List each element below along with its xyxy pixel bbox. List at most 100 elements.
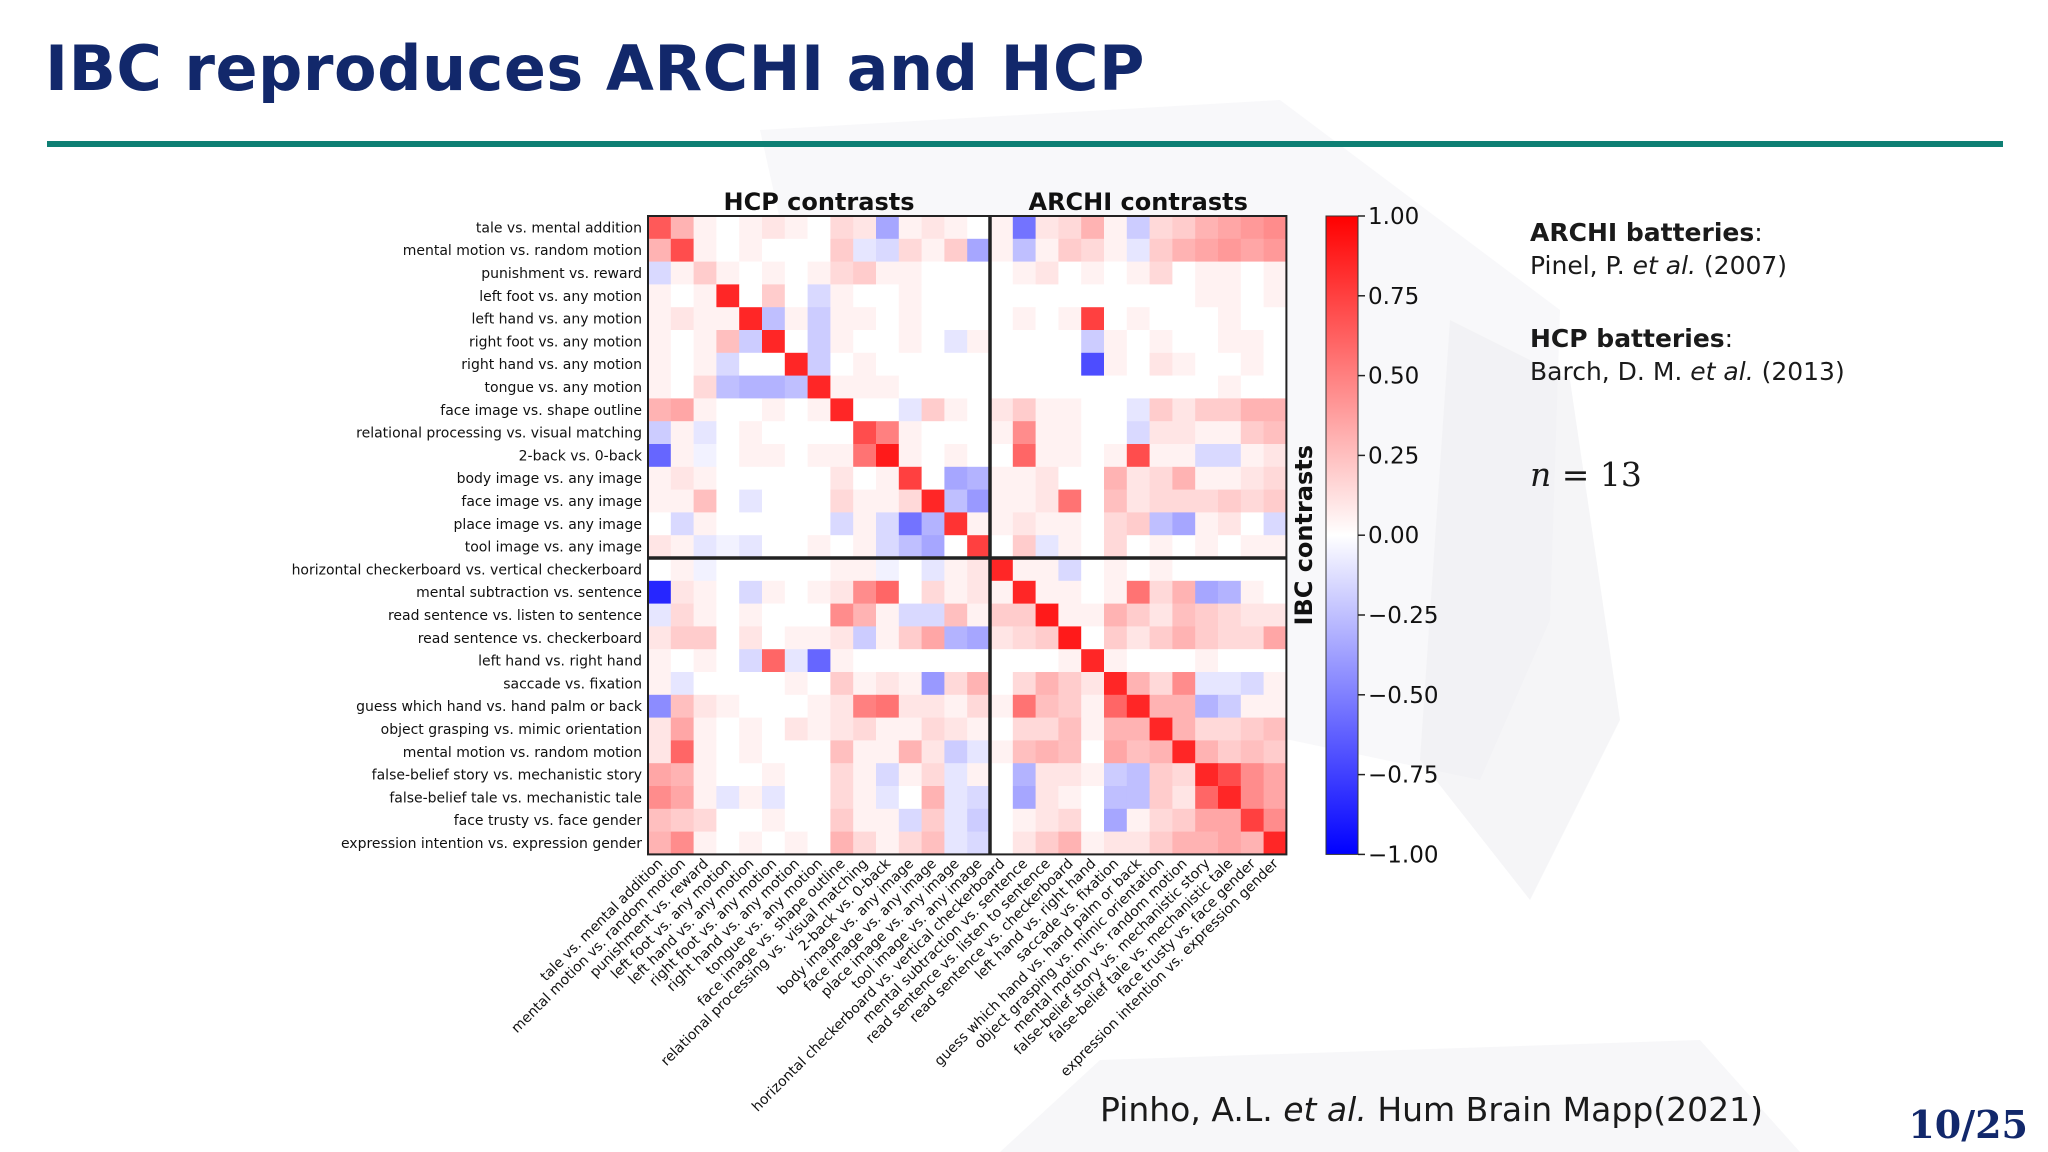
heatmap-cell xyxy=(1172,831,1196,855)
heatmap-cell xyxy=(876,626,900,650)
heatmap-cell xyxy=(1104,649,1128,673)
heatmap-cell xyxy=(830,421,854,445)
heatmap-cell xyxy=(1104,786,1128,810)
heatmap-cell xyxy=(1104,307,1128,331)
heatmap-cell xyxy=(1058,717,1082,741)
heatmap-cell xyxy=(1172,535,1196,559)
heatmap-cell xyxy=(830,558,854,582)
heatmap-cells xyxy=(648,216,1287,855)
heatmap-cell xyxy=(1218,786,1242,810)
heatmap-cell xyxy=(807,672,831,696)
heatmap-cell xyxy=(967,284,991,308)
heatmap-cell xyxy=(990,694,1014,718)
heatmap-cell xyxy=(1218,512,1242,536)
heatmap-cell xyxy=(921,717,945,741)
heatmap-cell xyxy=(1035,580,1059,604)
heatmap-cell xyxy=(1058,330,1082,354)
heatmap-cell xyxy=(1104,216,1128,240)
heatmap-cell xyxy=(1172,672,1196,696)
heatmap-cell xyxy=(830,330,854,354)
heatmap-cell xyxy=(853,216,877,240)
hcp-author: Barch, D. M. xyxy=(1530,357,1691,386)
heatmap-cell xyxy=(739,717,763,741)
heatmap-cell xyxy=(1218,808,1242,832)
ibc-group-title: IBC contrasts xyxy=(1290,445,1318,626)
heatmap-cell xyxy=(1058,421,1082,445)
heatmap-cell xyxy=(716,717,740,741)
heatmap-cell xyxy=(967,398,991,422)
heatmap-cell xyxy=(1012,421,1036,445)
heatmap-cell xyxy=(853,786,877,810)
heatmap-cell xyxy=(807,489,831,513)
citation-author: Pinho, A.L. xyxy=(1100,1090,1284,1129)
heatmap-cell xyxy=(944,489,968,513)
heatmap-cell xyxy=(1172,763,1196,787)
heatmap-cell xyxy=(921,558,945,582)
heatmap-cell xyxy=(807,352,831,376)
heatmap-cell xyxy=(967,580,991,604)
heatmap-cell xyxy=(1058,580,1082,604)
heatmap-cell xyxy=(967,375,991,399)
heatmap-cell xyxy=(876,444,900,468)
heatmap-cell xyxy=(648,603,672,627)
row-label: left hand vs. right hand xyxy=(478,654,642,670)
heatmap-cell xyxy=(944,421,968,445)
heatmap-cell xyxy=(830,216,854,240)
heatmap-cell xyxy=(1012,580,1036,604)
heatmap-cell xyxy=(1081,444,1105,468)
heatmap-cell xyxy=(1149,672,1173,696)
heatmap-cell xyxy=(807,307,831,331)
heatmap-cell xyxy=(1035,831,1059,855)
heatmap-cell xyxy=(1172,512,1196,536)
heatmap-cell xyxy=(648,284,672,308)
heatmap-cell xyxy=(739,352,763,376)
heatmap-cell xyxy=(807,763,831,787)
heatmap-cell xyxy=(762,489,786,513)
heatmap-cell xyxy=(944,466,968,490)
row-label: right foot vs. any motion xyxy=(469,334,642,350)
heatmap-cell xyxy=(944,352,968,376)
heatmap-cell xyxy=(830,694,854,718)
colorbar-tick-label: 0.00 xyxy=(1368,523,1419,549)
heatmap-cell xyxy=(830,284,854,308)
heatmap-cell xyxy=(1172,740,1196,764)
heatmap-cell xyxy=(739,398,763,422)
heatmap-cell xyxy=(921,808,945,832)
heatmap-cell xyxy=(921,740,945,764)
heatmap-cell xyxy=(1149,763,1173,787)
heatmap-cell xyxy=(1263,694,1287,718)
heatmap-cell xyxy=(670,284,694,308)
heatmap-cell xyxy=(830,763,854,787)
heatmap-cell xyxy=(967,603,991,627)
heatmap-cell xyxy=(944,284,968,308)
heatmap-cell xyxy=(784,444,808,468)
heatmap-cell xyxy=(693,330,717,354)
heatmap-cell xyxy=(1240,672,1264,696)
heatmap-cell xyxy=(853,740,877,764)
heatmap-cell xyxy=(1081,352,1105,376)
heatmap-cell xyxy=(853,307,877,331)
heatmap-cell xyxy=(693,284,717,308)
heatmap-cell xyxy=(1012,808,1036,832)
heatmap-cell xyxy=(716,489,740,513)
heatmap-cell xyxy=(898,398,922,422)
heatmap-cell xyxy=(648,216,672,240)
heatmap-cell xyxy=(921,330,945,354)
heatmap-cell xyxy=(967,330,991,354)
heatmap-cell xyxy=(1240,831,1264,855)
heatmap-cell xyxy=(648,580,672,604)
heatmap-cell xyxy=(967,763,991,787)
heatmap-cell xyxy=(693,261,717,285)
heatmap-cell xyxy=(693,421,717,445)
heatmap-cell xyxy=(648,421,672,445)
heatmap-cell xyxy=(739,421,763,445)
heatmap-cell xyxy=(670,466,694,490)
heatmap-cell xyxy=(1263,421,1287,445)
hcp-heading-colon: : xyxy=(1724,324,1734,353)
heatmap-cell xyxy=(739,375,763,399)
row-label: mental motion vs. random motion xyxy=(403,243,642,259)
heatmap-cell xyxy=(762,421,786,445)
heatmap-cell xyxy=(898,421,922,445)
heatmap-cell xyxy=(1035,512,1059,536)
heatmap-cell xyxy=(853,649,877,673)
